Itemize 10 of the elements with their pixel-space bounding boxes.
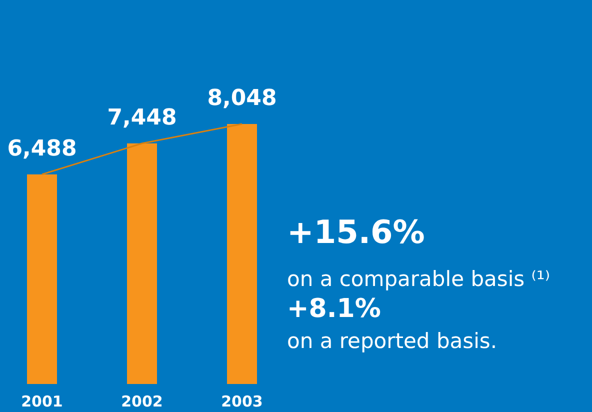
annotation: +8.1% [287, 294, 381, 324]
x-tick-label: 2003 [221, 392, 263, 410]
x-tick-label: 2001 [21, 392, 63, 410]
annotation: +15.6% [287, 213, 425, 251]
data-label: 6,488 [7, 136, 77, 162]
annotation: on a reported basis. [287, 329, 498, 353]
x-tick-label: 2002 [121, 392, 163, 410]
annotation: on a comparable basis ⁽¹⁾ [287, 267, 550, 291]
data-label: 7,448 [107, 105, 177, 130]
data-label: 8,048 [207, 86, 277, 111]
